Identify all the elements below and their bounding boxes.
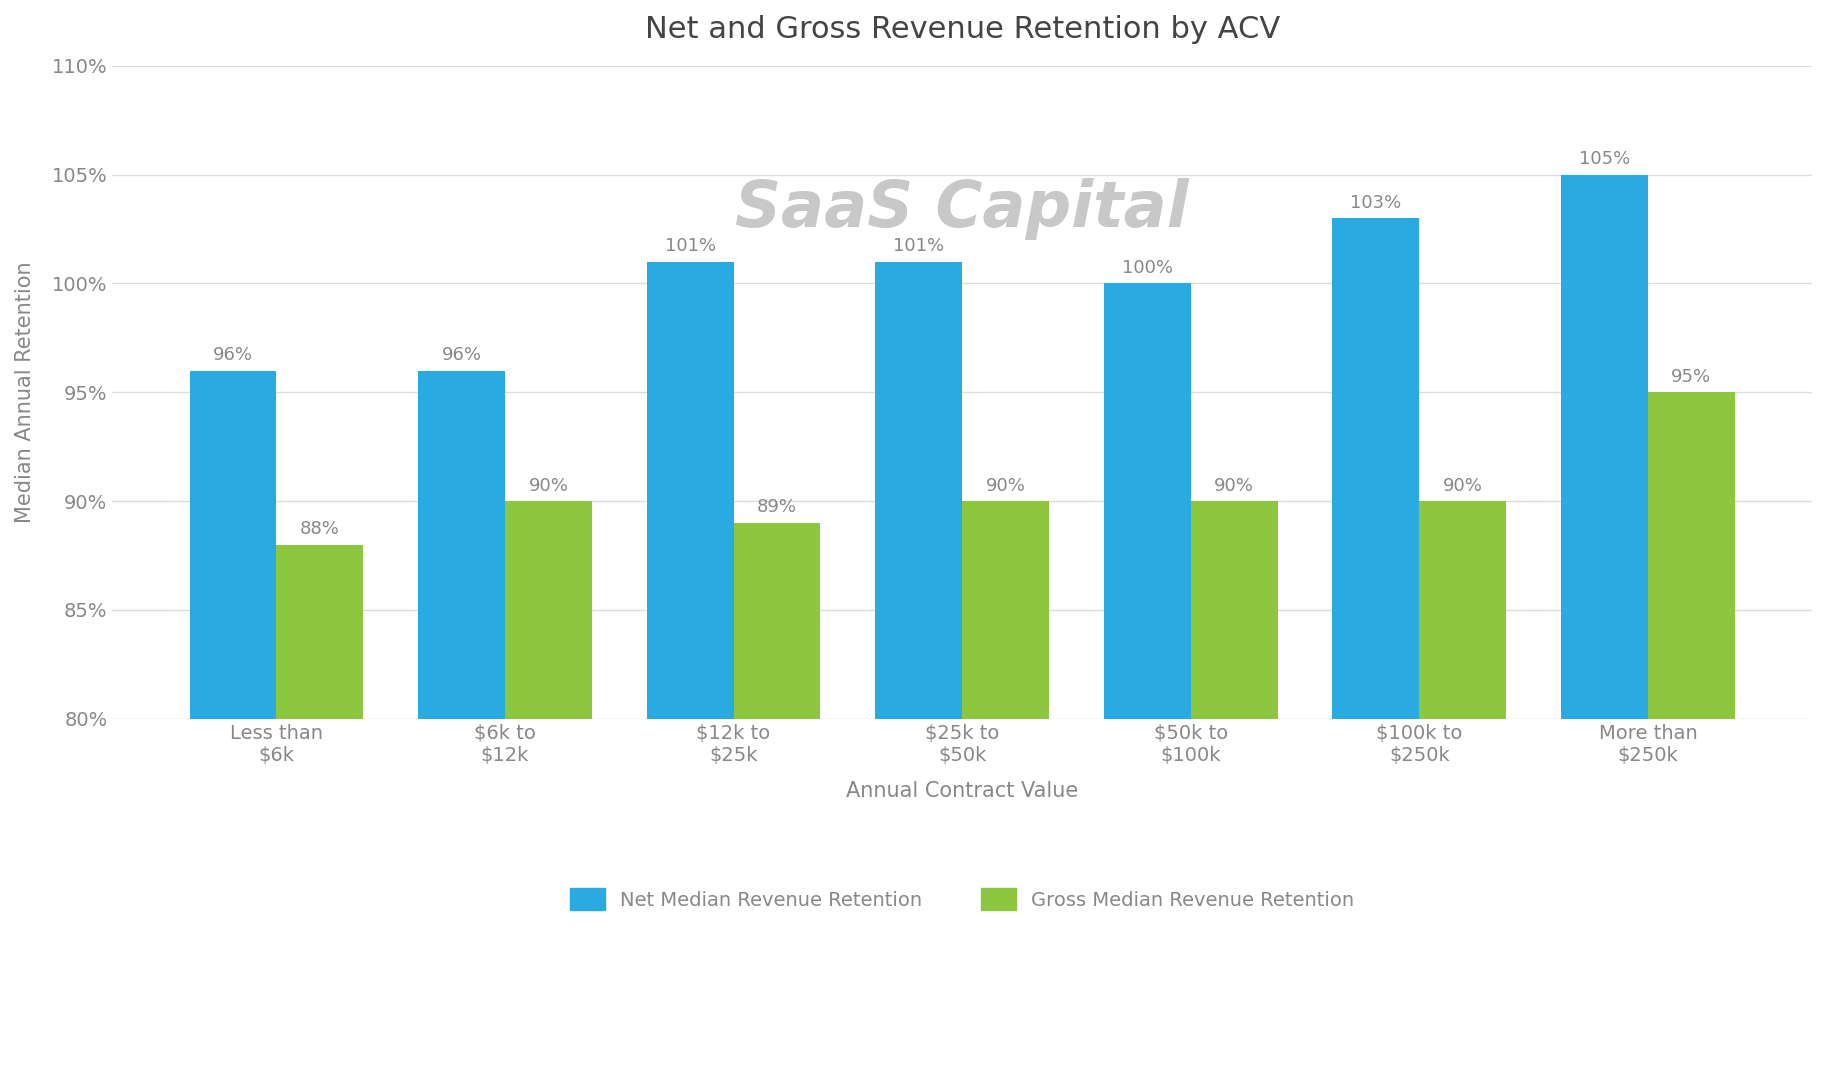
Text: 101%: 101% bbox=[893, 238, 945, 255]
Bar bbox=[1420, 501, 1505, 719]
Text: 90%: 90% bbox=[528, 476, 568, 495]
Bar bbox=[276, 545, 364, 719]
Text: SaaS Capital: SaaS Capital bbox=[734, 178, 1189, 241]
Bar bbox=[190, 371, 276, 719]
Bar bbox=[1191, 501, 1277, 719]
Text: 90%: 90% bbox=[1215, 476, 1253, 495]
Bar bbox=[1332, 218, 1420, 719]
Text: 90%: 90% bbox=[1443, 476, 1484, 495]
Y-axis label: Median Annual Retention: Median Annual Retention bbox=[15, 261, 35, 524]
Legend: Net Median Revenue Retention, Gross Median Revenue Retention: Net Median Revenue Retention, Gross Medi… bbox=[563, 880, 1363, 918]
Bar bbox=[1104, 284, 1191, 719]
Text: 101%: 101% bbox=[665, 238, 716, 255]
Bar bbox=[734, 522, 820, 719]
Text: 88%: 88% bbox=[300, 520, 340, 539]
Bar bbox=[1648, 392, 1736, 719]
Text: 105%: 105% bbox=[1579, 151, 1630, 168]
Bar bbox=[875, 261, 963, 719]
Text: 96%: 96% bbox=[442, 346, 482, 364]
X-axis label: Annual Contract Value: Annual Contract Value bbox=[846, 782, 1078, 801]
Bar bbox=[418, 371, 504, 719]
Text: 89%: 89% bbox=[756, 499, 797, 516]
Bar bbox=[504, 501, 592, 719]
Text: 100%: 100% bbox=[1122, 259, 1173, 277]
Bar bbox=[963, 501, 1049, 719]
Text: 96%: 96% bbox=[214, 346, 252, 364]
Text: 103%: 103% bbox=[1350, 194, 1401, 212]
Bar bbox=[1560, 174, 1648, 719]
Text: 90%: 90% bbox=[985, 476, 1025, 495]
Title: Net and Gross Revenue Retention by ACV: Net and Gross Revenue Retention by ACV bbox=[645, 15, 1279, 44]
Bar bbox=[647, 261, 734, 719]
Text: 95%: 95% bbox=[1672, 368, 1712, 386]
